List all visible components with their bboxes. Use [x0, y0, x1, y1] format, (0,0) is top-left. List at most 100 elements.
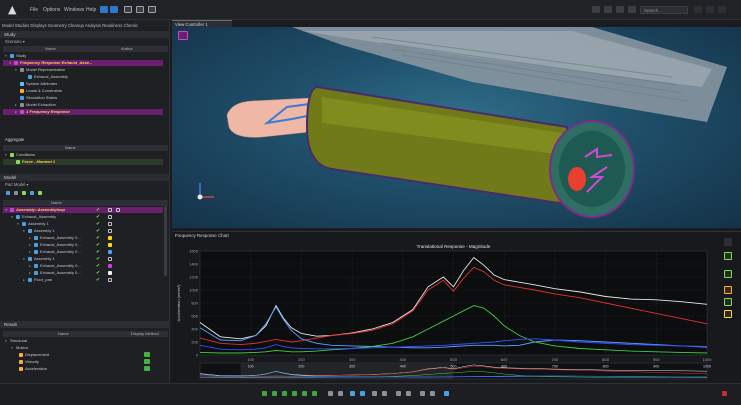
show-icon[interactable] [22, 191, 26, 195]
bottom-tool-icon[interactable] [396, 391, 401, 396]
grid-icon[interactable] [148, 6, 156, 13]
color-swatch[interactable] [116, 208, 120, 212]
result-section-header[interactable]: Result [0, 321, 170, 328]
tree-row[interactable]: Velocity [3, 359, 163, 365]
bottom-tool-icon[interactable] [382, 391, 387, 396]
tree-row[interactable]: ▸ Exhaust_Assembly 0... [29, 242, 81, 247]
redo-icon[interactable] [110, 6, 118, 13]
bottom-tool-icon[interactable] [420, 391, 425, 396]
color-swatch[interactable] [108, 236, 112, 240]
settings-icon[interactable] [616, 6, 624, 13]
bottom-tool-icon[interactable] [328, 391, 333, 396]
workspace-icon[interactable] [604, 6, 612, 13]
bottom-tool-icon[interactable] [360, 391, 365, 396]
panel-tabs[interactable]: Model Studies Displays Geometry Cleanup … [2, 23, 139, 28]
display-method-icon[interactable] [144, 352, 150, 357]
color-swatch[interactable] [108, 278, 112, 282]
menu-help[interactable]: Help [86, 7, 97, 13]
frequency-response-chart[interactable]: 0 200 400 600 800 1000 1200 1400 1600 100 200 300 40… [172, 239, 720, 383]
tree-row[interactable]: ▸ Exhaust_Assembly 0... [29, 235, 81, 240]
bottom-tool-icon[interactable] [262, 391, 267, 396]
bottom-tool-icon[interactable] [302, 391, 307, 396]
display-method-icon[interactable] [144, 359, 150, 364]
undo-icon[interactable] [100, 6, 108, 13]
tree-row-selected[interactable]: ▸ 1 Frequency Response [3, 109, 163, 116]
tree-row[interactable]: ▸ Exhaust_Assembly 0... [29, 270, 81, 275]
tree-row[interactable]: ▾ Assembly 1 [17, 221, 49, 226]
chart-probe-icon[interactable] [724, 310, 732, 318]
user-icon[interactable] [706, 6, 714, 13]
bottom-tool-icon[interactable] [292, 391, 297, 396]
chart-settings-icon[interactable] [724, 298, 732, 306]
color-swatch[interactable] [108, 208, 112, 212]
bottom-tool-icon[interactable] [350, 391, 355, 396]
tree-row[interactable]: ▸ Model Extraction [15, 102, 56, 107]
tree-row-selected[interactable]: Force - Moment 1 [3, 159, 163, 166]
notifications-icon[interactable] [718, 6, 726, 13]
tree-row[interactable]: ▸ Exhaust_Assembly 0... [29, 249, 81, 254]
model-section-header[interactable]: Model [0, 174, 170, 181]
display-method-icon[interactable] [144, 366, 150, 371]
bottom-tool-icon[interactable] [338, 391, 343, 396]
tree-row[interactable]: Loads & Constraints [3, 88, 163, 94]
error-indicator-icon[interactable] [722, 391, 727, 396]
tree-row[interactable]: System Attributes [3, 81, 163, 87]
tree-row[interactable]: ▾ Structural [5, 338, 28, 343]
menu-windows[interactable]: Windows [64, 7, 85, 13]
color-swatch[interactable] [108, 257, 112, 261]
color-swatch[interactable] [108, 222, 112, 226]
chart-export-icon[interactable] [724, 286, 732, 294]
visibility-icon[interactable] [38, 191, 42, 195]
search-input[interactable]: Search... [640, 6, 688, 14]
search-icon[interactable] [694, 6, 702, 13]
bottom-tool-icon[interactable] [312, 391, 317, 396]
3d-viewport[interactable] [172, 27, 741, 228]
tree-row-selected[interactable]: ▾ Assembly::Assemblyloop [3, 207, 163, 214]
bottom-tool-icon[interactable] [430, 391, 435, 396]
tree-row[interactable]: ▾ Conditions [5, 152, 35, 157]
color-swatch[interactable] [108, 215, 112, 219]
layout-icon[interactable] [628, 6, 636, 13]
isolate-icon[interactable] [30, 191, 34, 195]
tree-row[interactable]: Displacement [3, 352, 163, 358]
tree-row[interactable]: ▸ Exhaust_Assembly 0... [29, 263, 81, 268]
chart-list-icon[interactable] [724, 252, 732, 260]
chart-menu-icon[interactable] [724, 238, 732, 246]
filter-icon[interactable] [6, 191, 10, 195]
chart-curve-icon[interactable] [724, 270, 732, 278]
tree-row[interactable]: ▾ Model Representation [15, 67, 66, 72]
tree-row-selected[interactable]: ▾ Frequency Response Exhaust_Asse... [3, 60, 163, 67]
tree-row[interactable]: ▸ Floor_pan [23, 277, 53, 282]
view-options-icon[interactable] [178, 31, 188, 40]
menu-options[interactable]: Options [43, 7, 61, 13]
tree-row[interactable]: Exhaust_Assembly [3, 74, 163, 80]
snapshot-icon[interactable] [136, 6, 144, 13]
model-scrollbar[interactable] [164, 206, 167, 276]
tree-row[interactable]: ▾ Assembly 1 [23, 228, 55, 233]
scenario-dropdown[interactable]: Scenario ▾ [5, 39, 25, 44]
tree-row[interactable]: ▾ Assembly 1 [23, 256, 55, 261]
color-swatch[interactable] [108, 229, 112, 233]
bottom-tool-icon[interactable] [272, 391, 277, 396]
tree-row[interactable]: Simulation Status [3, 95, 163, 101]
bottom-tool-icon[interactable] [444, 391, 449, 396]
tree-row[interactable]: ▾ Motion [11, 345, 29, 350]
tab-view-controller[interactable]: View Controller 1 [172, 20, 232, 27]
expand-icon[interactable] [14, 191, 18, 195]
part-model-dropdown[interactable]: Part Model ▾ [5, 182, 29, 187]
tree-row[interactable]: Acceleration [3, 366, 163, 372]
study-section-header[interactable]: Study [0, 31, 170, 38]
aggregate-section-header[interactable]: Aggregate [5, 137, 25, 142]
bottom-tool-icon[interactable] [406, 391, 411, 396]
menu-file[interactable]: File [30, 7, 39, 13]
window-layout-icon[interactable] [124, 6, 132, 13]
bottom-tool-icon[interactable] [282, 391, 287, 396]
tree-row[interactable]: ▾ Study [5, 53, 27, 58]
color-swatch[interactable] [108, 243, 112, 247]
color-swatch[interactable] [108, 271, 112, 275]
color-swatch[interactable] [108, 250, 112, 254]
tree-row[interactable]: ▾ Exhaust_Assembly [11, 214, 57, 219]
bottom-tool-icon[interactable] [372, 391, 377, 396]
color-swatch[interactable] [108, 264, 112, 268]
display-icon[interactable] [592, 6, 600, 13]
